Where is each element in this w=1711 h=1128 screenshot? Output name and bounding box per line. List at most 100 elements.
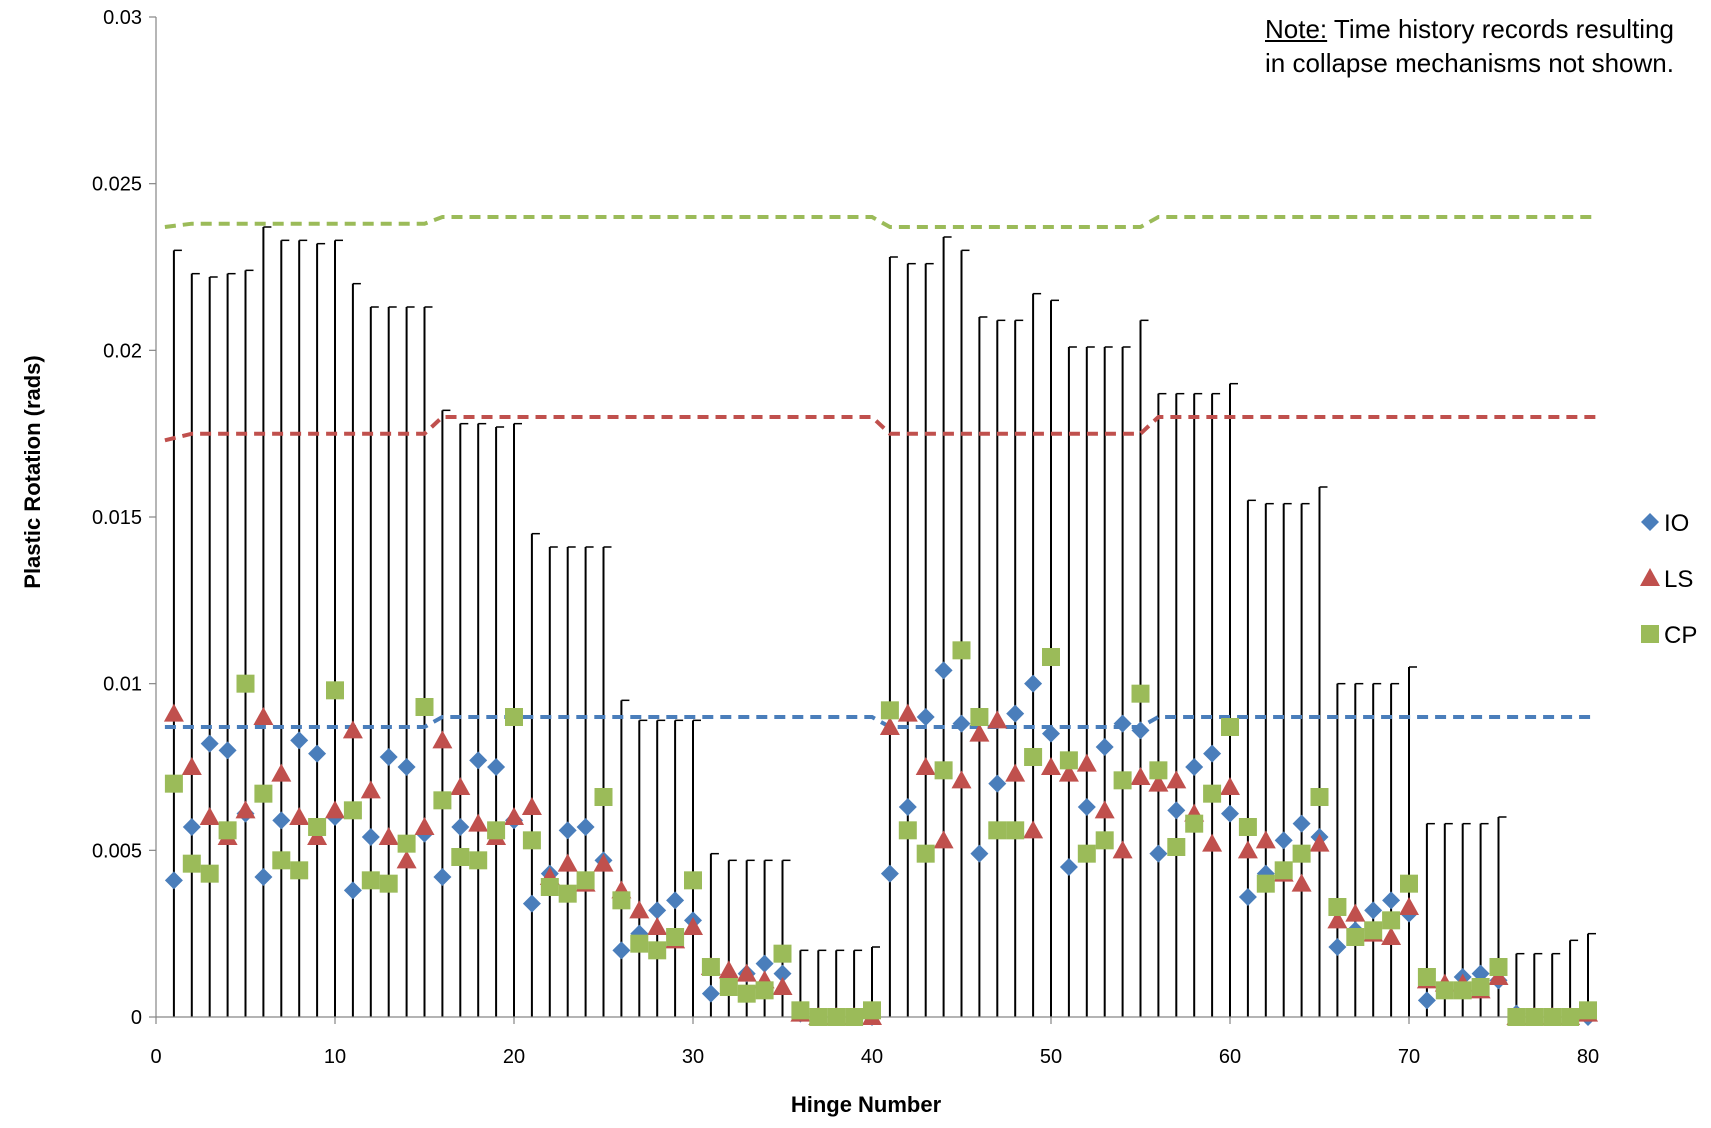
data-point-cp <box>1346 928 1365 946</box>
data-point-io <box>952 714 971 733</box>
data-point-ls <box>521 797 542 815</box>
data-point-cp <box>898 821 917 840</box>
threshold-line-io <box>164 715 1597 729</box>
threshold-line-cp <box>164 215 1597 229</box>
data-point-cp <box>952 641 971 660</box>
data-point-io <box>773 964 792 983</box>
data-point-cp <box>1328 898 1347 916</box>
x-tick-label: 30 <box>682 1046 704 1068</box>
legend-marker-io <box>1641 513 1659 531</box>
data-point-ls <box>593 853 614 872</box>
data-point-ls <box>325 800 345 819</box>
data-point-io <box>898 798 917 816</box>
y-tick-label: 0.01 <box>103 674 142 696</box>
data-point-cp <box>1149 761 1168 780</box>
data-point-ls <box>987 710 1008 729</box>
data-point-cp <box>791 1001 810 1020</box>
data-point-cp <box>200 864 219 883</box>
data-point-cp <box>1131 684 1150 703</box>
data-point-cp <box>719 978 738 996</box>
data-point-ls <box>199 807 220 825</box>
x-tick-label: 60 <box>1219 1046 1241 1068</box>
data-point-io <box>1042 724 1060 743</box>
data-point-io <box>648 901 667 920</box>
data-point-ls <box>360 780 381 799</box>
data-point-ls <box>951 770 972 789</box>
data-point-cp <box>1471 978 1490 996</box>
data-point-cp <box>236 674 255 693</box>
tick-labels: 0 0.005 0.01 0.015 0.02 0.025 0.03 0 10 20 30 40 50 6… <box>92 7 1599 1068</box>
data-point-io <box>487 758 506 776</box>
data-point-ls <box>1220 777 1240 795</box>
data-point-io <box>1274 831 1293 850</box>
data-point-io <box>916 708 935 726</box>
legend-label: CP <box>1664 622 1697 649</box>
data-point-cp <box>522 831 541 850</box>
data-point-ls <box>1399 897 1419 915</box>
data-point-io <box>469 751 488 770</box>
data-point-io <box>880 864 899 883</box>
data-point-cp <box>397 834 416 853</box>
data-point-io <box>1095 738 1114 756</box>
data-point-cp <box>1507 1008 1526 1026</box>
data-point-ls <box>450 777 471 795</box>
data-point-cp <box>1185 814 1204 833</box>
data-point-cp <box>1292 844 1311 863</box>
chart-note: Note: Time history records resulting in … <box>1265 12 1685 80</box>
data-point-cp <box>1077 844 1096 863</box>
data-point-io <box>988 774 1007 793</box>
data-point-io <box>361 828 380 846</box>
data-point-ls <box>1130 767 1151 785</box>
x-tick-label: 40 <box>861 1046 883 1068</box>
data-point-ls <box>1148 773 1169 792</box>
data-point-cp <box>164 774 183 793</box>
legend-label: IO <box>1664 510 1689 537</box>
data-point-cp <box>1382 911 1401 930</box>
data-point-cp <box>272 851 291 870</box>
legend-item-io: IO <box>1641 510 1689 537</box>
data-point-cp <box>1203 784 1222 803</box>
data-point-cp <box>594 788 613 806</box>
x-tick-label: 10 <box>324 1046 346 1068</box>
data-point-ls <box>432 730 453 749</box>
data-point-cp <box>1453 981 1472 1000</box>
data-point-cp <box>1221 718 1239 736</box>
x-tick-label: 0 <box>150 1046 161 1068</box>
data-point-cp <box>1024 748 1043 766</box>
data-point-cp <box>1561 1008 1580 1026</box>
data-point-io <box>451 818 470 836</box>
data-point-cp <box>326 681 344 700</box>
data-point-io <box>1203 744 1222 763</box>
legend-item-cp: CP <box>1641 622 1697 649</box>
data-point-ls <box>629 900 650 919</box>
data-point-cp <box>1274 861 1293 880</box>
data-point-cp <box>1489 958 1508 976</box>
data-point-ls <box>1291 873 1312 892</box>
data-point-io <box>343 881 362 900</box>
data-point-cp <box>558 884 577 903</box>
data-point-cp <box>182 854 201 873</box>
data-point-cp <box>1256 874 1275 893</box>
data-point-cp <box>648 941 667 960</box>
data-point-ls <box>1327 910 1348 929</box>
data-point-ls <box>289 807 310 825</box>
data-point-io <box>1131 721 1150 740</box>
data-point-ls <box>969 723 990 742</box>
data-point-io <box>1417 991 1436 1010</box>
data-point-cp <box>1364 921 1383 940</box>
data-point-io <box>666 891 685 910</box>
data-point-io <box>272 811 291 830</box>
data-point-ls <box>897 703 918 722</box>
data-point-io <box>290 731 309 750</box>
legend-marker-cp <box>1641 625 1659 643</box>
data-point-ls <box>235 800 256 819</box>
data-point-io <box>755 954 774 973</box>
data-point-ls <box>647 917 668 935</box>
data-point-cp <box>1238 818 1257 836</box>
data-point-ls <box>1076 753 1097 772</box>
note-label: Note: <box>1265 14 1328 44</box>
data-point-cp <box>612 891 631 910</box>
data-point-ls <box>1041 757 1061 775</box>
data-point-cp <box>1435 981 1454 1000</box>
data-point-cp <box>1059 751 1078 770</box>
